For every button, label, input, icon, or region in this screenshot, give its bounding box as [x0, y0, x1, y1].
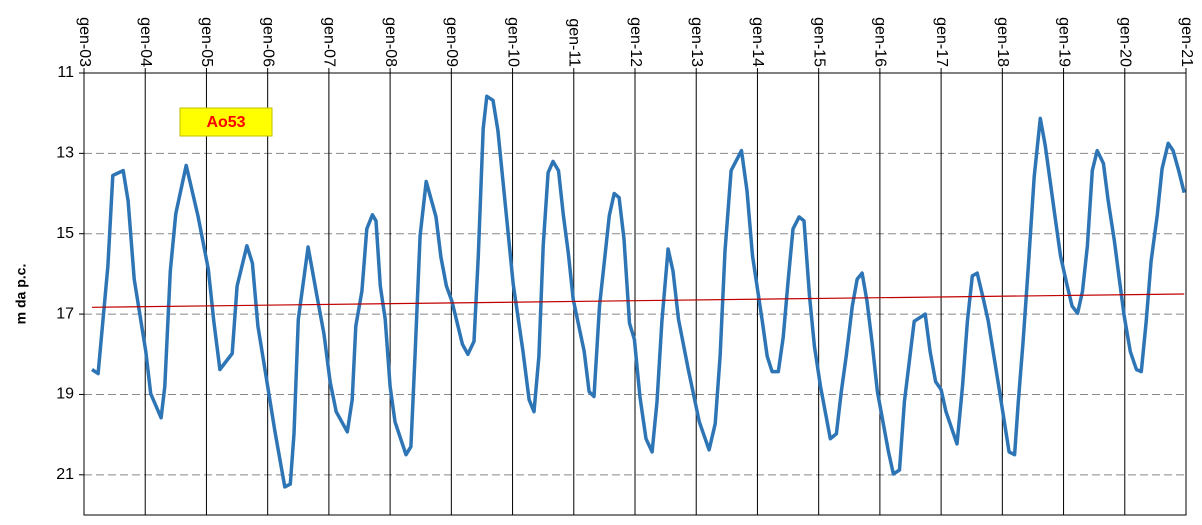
annotation: Ao53 — [206, 114, 245, 131]
y-tick-label: 17 — [56, 305, 74, 322]
y-tick-label: 11 — [57, 64, 74, 81]
x-tick-label: gen-13 — [688, 17, 705, 67]
x-tick-label: gen-06 — [259, 17, 276, 67]
series-line — [91, 94, 1186, 489]
y-tick-label: 21 — [56, 466, 74, 483]
x-tick-label: gen-11 — [566, 18, 583, 67]
x-tick-label: gen-04 — [137, 17, 154, 67]
x-tick-label: gen-09 — [443, 17, 460, 67]
x-tick-label: gen-16 — [872, 17, 889, 67]
x-tick-label: gen-05 — [198, 17, 215, 67]
x-tick-label: gen-15 — [810, 17, 827, 67]
y-tick-label: 13 — [56, 145, 74, 162]
series-line — [91, 293, 1185, 308]
y-tick-label: 15 — [56, 225, 74, 242]
plot-frame — [83, 72, 1187, 516]
x-tick-label: gen-20 — [1117, 17, 1134, 67]
x-tick-label: gen-21 — [1178, 17, 1195, 67]
annotation-box — [179, 107, 273, 137]
x-tick-label: gen-08 — [382, 17, 399, 67]
x-tick-label: gen-17 — [933, 17, 950, 67]
x-tick-label: gen-10 — [504, 17, 521, 67]
x-tick-label: gen-19 — [1055, 17, 1072, 67]
x-tick-label: gen-03 — [76, 17, 93, 67]
y-axis-label: m da p.c. — [13, 264, 29, 325]
y-tick-label: 19 — [56, 386, 74, 403]
x-tick-label: gen-14 — [749, 17, 766, 67]
x-tick-label: gen-12 — [627, 17, 644, 67]
x-tick-label: gen-18 — [994, 17, 1011, 67]
x-tick-label: gen-07 — [321, 17, 338, 67]
